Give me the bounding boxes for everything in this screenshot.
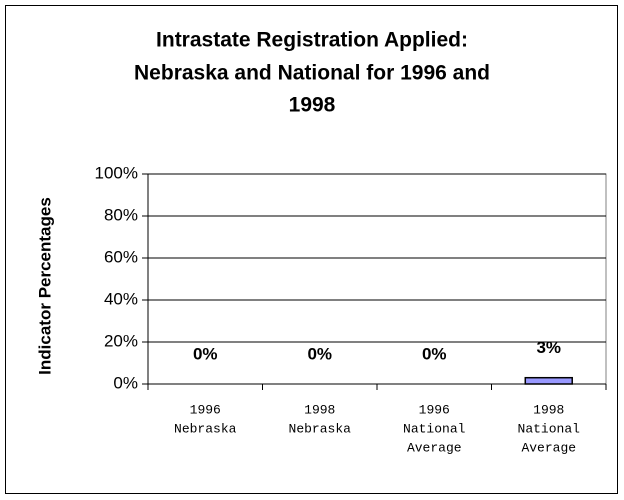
y-axis-label: Indicator Percentages bbox=[35, 197, 54, 375]
y-tick-label: 40% bbox=[104, 289, 138, 308]
chart-title: Intrastate Registration Applied: bbox=[156, 29, 468, 52]
x-tick-label: National bbox=[403, 421, 466, 436]
y-tick-label: 80% bbox=[104, 205, 138, 224]
chart-border bbox=[5, 5, 618, 494]
value-label: 0% bbox=[307, 344, 332, 363]
y-tick-label: 60% bbox=[104, 247, 138, 266]
value-label: 0% bbox=[193, 344, 218, 363]
x-tick-label: Average bbox=[521, 440, 576, 455]
x-tick-label: Nebraska bbox=[174, 421, 237, 436]
y-tick-label: 20% bbox=[104, 331, 138, 350]
x-tick-label: 1998 bbox=[533, 402, 564, 417]
x-tick-label: Average bbox=[407, 440, 462, 455]
x-tick-label: Nebraska bbox=[289, 421, 352, 436]
bar bbox=[524, 376, 573, 385]
x-tick-label: 1996 bbox=[190, 402, 221, 417]
x-tick-label: National bbox=[518, 421, 581, 436]
x-tick-label: 1996 bbox=[419, 402, 450, 417]
chart-title: Nebraska and National for 1996 and bbox=[134, 62, 490, 85]
x-tick-label: 1998 bbox=[304, 402, 335, 417]
y-tick-label: 100% bbox=[95, 163, 138, 182]
y-tick-label: 0% bbox=[113, 373, 138, 392]
value-label: 0% bbox=[422, 344, 447, 363]
chart-title: 1998 bbox=[289, 94, 336, 117]
value-label: 3% bbox=[536, 338, 561, 357]
